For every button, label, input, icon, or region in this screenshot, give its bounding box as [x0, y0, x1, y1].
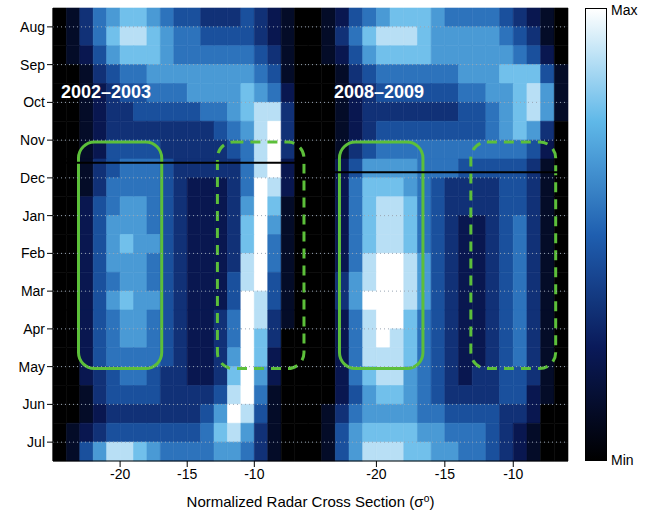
svg-text:May: May	[19, 359, 45, 375]
svg-text:Nov: Nov	[20, 132, 45, 148]
html-text:Normalized Radar Cross Section: Normalized Radar Cross Section (σ⁰)	[186, 493, 435, 510]
svg-text:-20: -20	[366, 466, 386, 482]
svg-text:-15: -15	[435, 466, 455, 482]
svg-text:Apr: Apr	[23, 321, 45, 337]
svg-text:Mar: Mar	[21, 283, 45, 299]
svg-text:Jun: Jun	[22, 396, 45, 412]
svg-text:Aug: Aug	[20, 19, 45, 35]
svg-text:Oct: Oct	[23, 94, 45, 110]
svg-text:-15: -15	[177, 466, 197, 482]
html-text:2002–2003: 2002–2003	[61, 82, 152, 102]
svg-text:Jan: Jan	[22, 208, 45, 224]
html-text:Min: Min	[611, 452, 634, 468]
svg-text:-20: -20	[110, 466, 130, 482]
svg-text:Jul: Jul	[27, 434, 45, 450]
svg-text:-10: -10	[244, 466, 264, 482]
html-text:Max: Max	[611, 2, 638, 18]
svg-text:Dec: Dec	[20, 170, 45, 186]
svg-text:Sep: Sep	[20, 57, 45, 73]
svg-text:Feb: Feb	[21, 245, 45, 261]
svg-text:-10: -10	[503, 466, 523, 482]
html-text:2008–2009: 2008–2009	[334, 82, 425, 102]
